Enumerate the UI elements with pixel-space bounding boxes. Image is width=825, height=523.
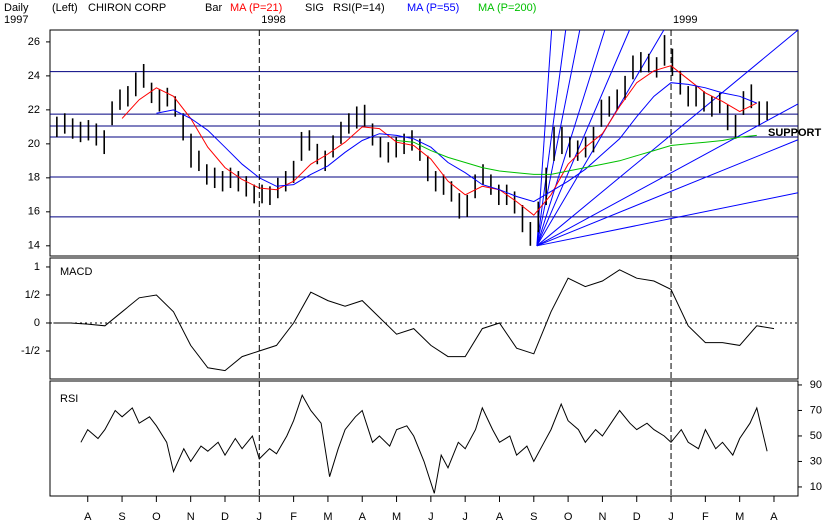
x-tick-label: J	[462, 511, 468, 523]
start-year: 1997	[4, 14, 28, 26]
x-tick-label: A	[359, 511, 367, 523]
x-tick-label: F	[702, 511, 709, 523]
y-tick-label: 30	[810, 455, 822, 467]
x-tick-label: F	[290, 511, 297, 523]
fan-line	[536, 29, 799, 247]
y-tick-label: 18	[28, 172, 40, 184]
fan-line	[536, 29, 553, 246]
indicator-line	[80, 393, 768, 494]
y-tick-label: 50	[810, 430, 822, 442]
y-tick-label: -1/2	[21, 345, 40, 357]
x-tick-label: M	[323, 511, 332, 523]
rsi-setting: RSI(P=14)	[333, 2, 385, 14]
y-tick-label: 1/2	[25, 289, 40, 301]
x-tick-label: S	[118, 511, 125, 523]
moving-average	[121, 65, 758, 216]
y-tick-label: 10	[810, 481, 822, 493]
fan-line	[536, 29, 581, 246]
moving-average	[156, 82, 757, 203]
x-tick-label: M	[392, 511, 401, 523]
fan-line	[536, 29, 665, 247]
fan-line	[536, 29, 630, 247]
year-label: 1998	[261, 14, 285, 26]
y-tick-label: 70	[810, 404, 822, 416]
fan-line	[536, 103, 799, 247]
x-tick-label: O	[152, 511, 161, 523]
y-tick-label: 90	[810, 379, 822, 391]
y-tick-label: 16	[28, 206, 40, 218]
fan-line	[536, 29, 606, 246]
year-label: 1999	[673, 14, 697, 26]
chart-title: CHIRON CORP	[88, 2, 166, 14]
panel-frame	[49, 380, 799, 497]
indicator-line	[53, 269, 775, 372]
y-tick-label: 1	[34, 261, 40, 273]
x-tick-label: A	[496, 511, 504, 523]
x-tick-label: A	[84, 511, 92, 523]
x-tick-label: N	[598, 511, 606, 523]
period-label: Daily	[4, 2, 29, 14]
x-tick-label: D	[633, 511, 641, 523]
signal-label: SIG	[305, 2, 324, 14]
legend-entry: MA (P=21)	[230, 2, 282, 14]
annotation: SUPPORT	[768, 127, 821, 139]
x-tick-label: J	[257, 511, 263, 523]
x-tick-label: D	[221, 511, 229, 523]
legend-entry: MA (P=55)	[407, 2, 459, 14]
fan-line	[536, 192, 799, 247]
panel-title: MACD	[60, 266, 92, 278]
fan-line	[536, 29, 567, 246]
x-tick-label: J	[668, 511, 674, 523]
moving-average	[396, 134, 757, 175]
panel-frame	[49, 257, 799, 380]
style-label: Bar	[205, 2, 222, 14]
y-tick-label: 24	[28, 70, 40, 82]
fan-line	[536, 139, 799, 247]
x-tick-label: O	[564, 511, 573, 523]
y-tick-label: 22	[28, 104, 40, 116]
x-tick-label: M	[735, 511, 744, 523]
y-tick-label: 0	[34, 317, 40, 329]
y-tick-label: 26	[28, 36, 40, 48]
y-tick-label: 14	[28, 240, 40, 252]
x-tick-label: A	[770, 511, 778, 523]
panel-frame	[49, 29, 799, 257]
x-tick-label: S	[530, 511, 537, 523]
legend-entry: MA (P=200)	[478, 2, 536, 14]
axis-side: (Left)	[52, 2, 78, 14]
x-tick-label: J	[428, 511, 434, 523]
x-tick-label: N	[187, 511, 195, 523]
panel-title: RSI	[60, 393, 78, 405]
y-tick-label: 20	[28, 138, 40, 150]
